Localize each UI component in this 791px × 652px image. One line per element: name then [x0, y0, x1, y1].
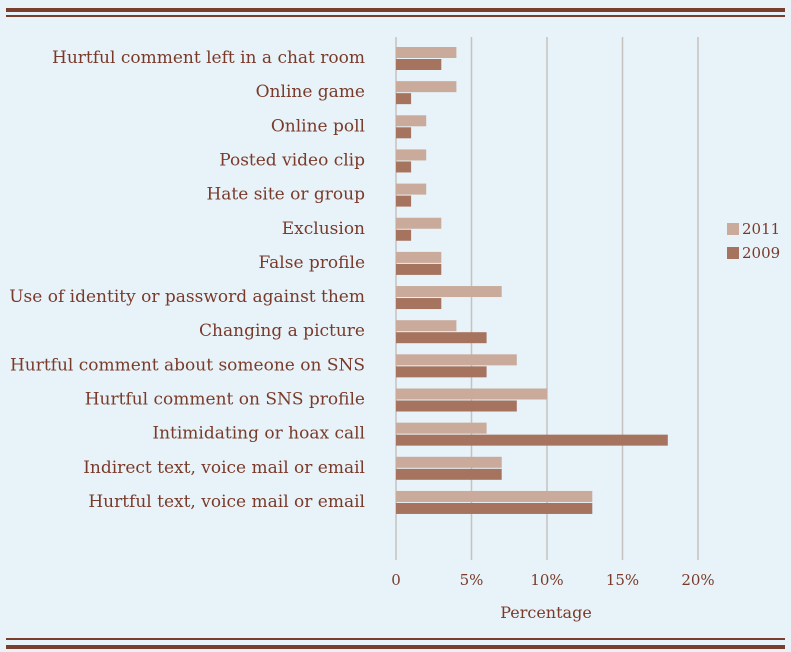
- bar-2011: [396, 388, 547, 400]
- x-tick-label: 15%: [606, 571, 639, 589]
- bar-2009: [396, 127, 412, 139]
- category-label: Hurtful text, voice mail or email: [88, 492, 365, 512]
- bottom-rule-thick: [6, 645, 785, 649]
- category-label: Posted video clip: [219, 150, 365, 170]
- legend-swatch-2011: [727, 223, 739, 235]
- bar-2009: [396, 298, 442, 310]
- category-label: Online game: [256, 82, 365, 102]
- category-label: Hurtful comment left in a chat room: [52, 48, 365, 68]
- bar-2009: [396, 468, 502, 480]
- bar-2011: [396, 456, 502, 468]
- bar-2009: [396, 59, 442, 70]
- legend-label-2011: 2011: [742, 220, 780, 238]
- category-label: Changing a picture: [199, 321, 365, 341]
- category-label: Exclusion: [282, 219, 365, 239]
- bar-2009: [396, 502, 593, 514]
- top-rule-thick: [6, 8, 785, 12]
- bar-2011: [396, 251, 442, 263]
- x-tick-label: 5%: [460, 571, 484, 589]
- bar-2011: [396, 354, 517, 366]
- bar-2011: [396, 81, 457, 93]
- bar-2009: [396, 332, 487, 344]
- bar-2011: [396, 183, 427, 195]
- category-label: Hurtful comment on SNS profile: [85, 390, 365, 410]
- category-label: Indirect text, voice mail or email: [83, 458, 365, 478]
- x-tick-label: 0: [391, 571, 401, 589]
- bar-2009: [396, 229, 412, 241]
- bar-2009: [396, 195, 412, 207]
- x-tick-labels: 0 5% 10% 15% 20%: [391, 571, 714, 589]
- x-axis-title: Percentage: [500, 603, 592, 622]
- bar-2011: [396, 47, 457, 58]
- bar-2009: [396, 263, 442, 275]
- category-label: Hurtful comment about someone on SNS: [10, 355, 365, 375]
- bar-2011: [396, 490, 593, 502]
- bar-2009: [396, 161, 412, 173]
- category-label: False profile: [259, 253, 365, 273]
- legend-swatch-2009: [727, 247, 739, 259]
- category-label: Hate site or group: [206, 185, 365, 205]
- bar-2009: [396, 93, 412, 105]
- bar-2009: [396, 434, 668, 446]
- bar-2011: [396, 115, 427, 127]
- bar-2011: [396, 286, 502, 298]
- bars: [396, 47, 668, 514]
- category-label: Online poll: [271, 116, 365, 136]
- bar-2011: [396, 320, 457, 332]
- legend-label-2009: 2009: [742, 244, 780, 262]
- bar-2011: [396, 217, 442, 229]
- bar-2009: [396, 400, 517, 412]
- bottom-rule-thin: [6, 638, 785, 640]
- bar-2011: [396, 149, 427, 161]
- top-rule-thin: [6, 15, 785, 17]
- bar-2011: [396, 422, 487, 434]
- bar-2009: [396, 366, 487, 378]
- category-label: Intimidating or hoax call: [152, 424, 365, 444]
- x-tick-label: 20%: [681, 571, 714, 589]
- x-tick-label: 10%: [530, 571, 563, 589]
- category-labels: Hurtful comment left in a chat room Onlin…: [9, 48, 365, 512]
- legend: 2011 2009: [727, 220, 780, 262]
- category-label: Use of identity or password against them: [9, 287, 365, 307]
